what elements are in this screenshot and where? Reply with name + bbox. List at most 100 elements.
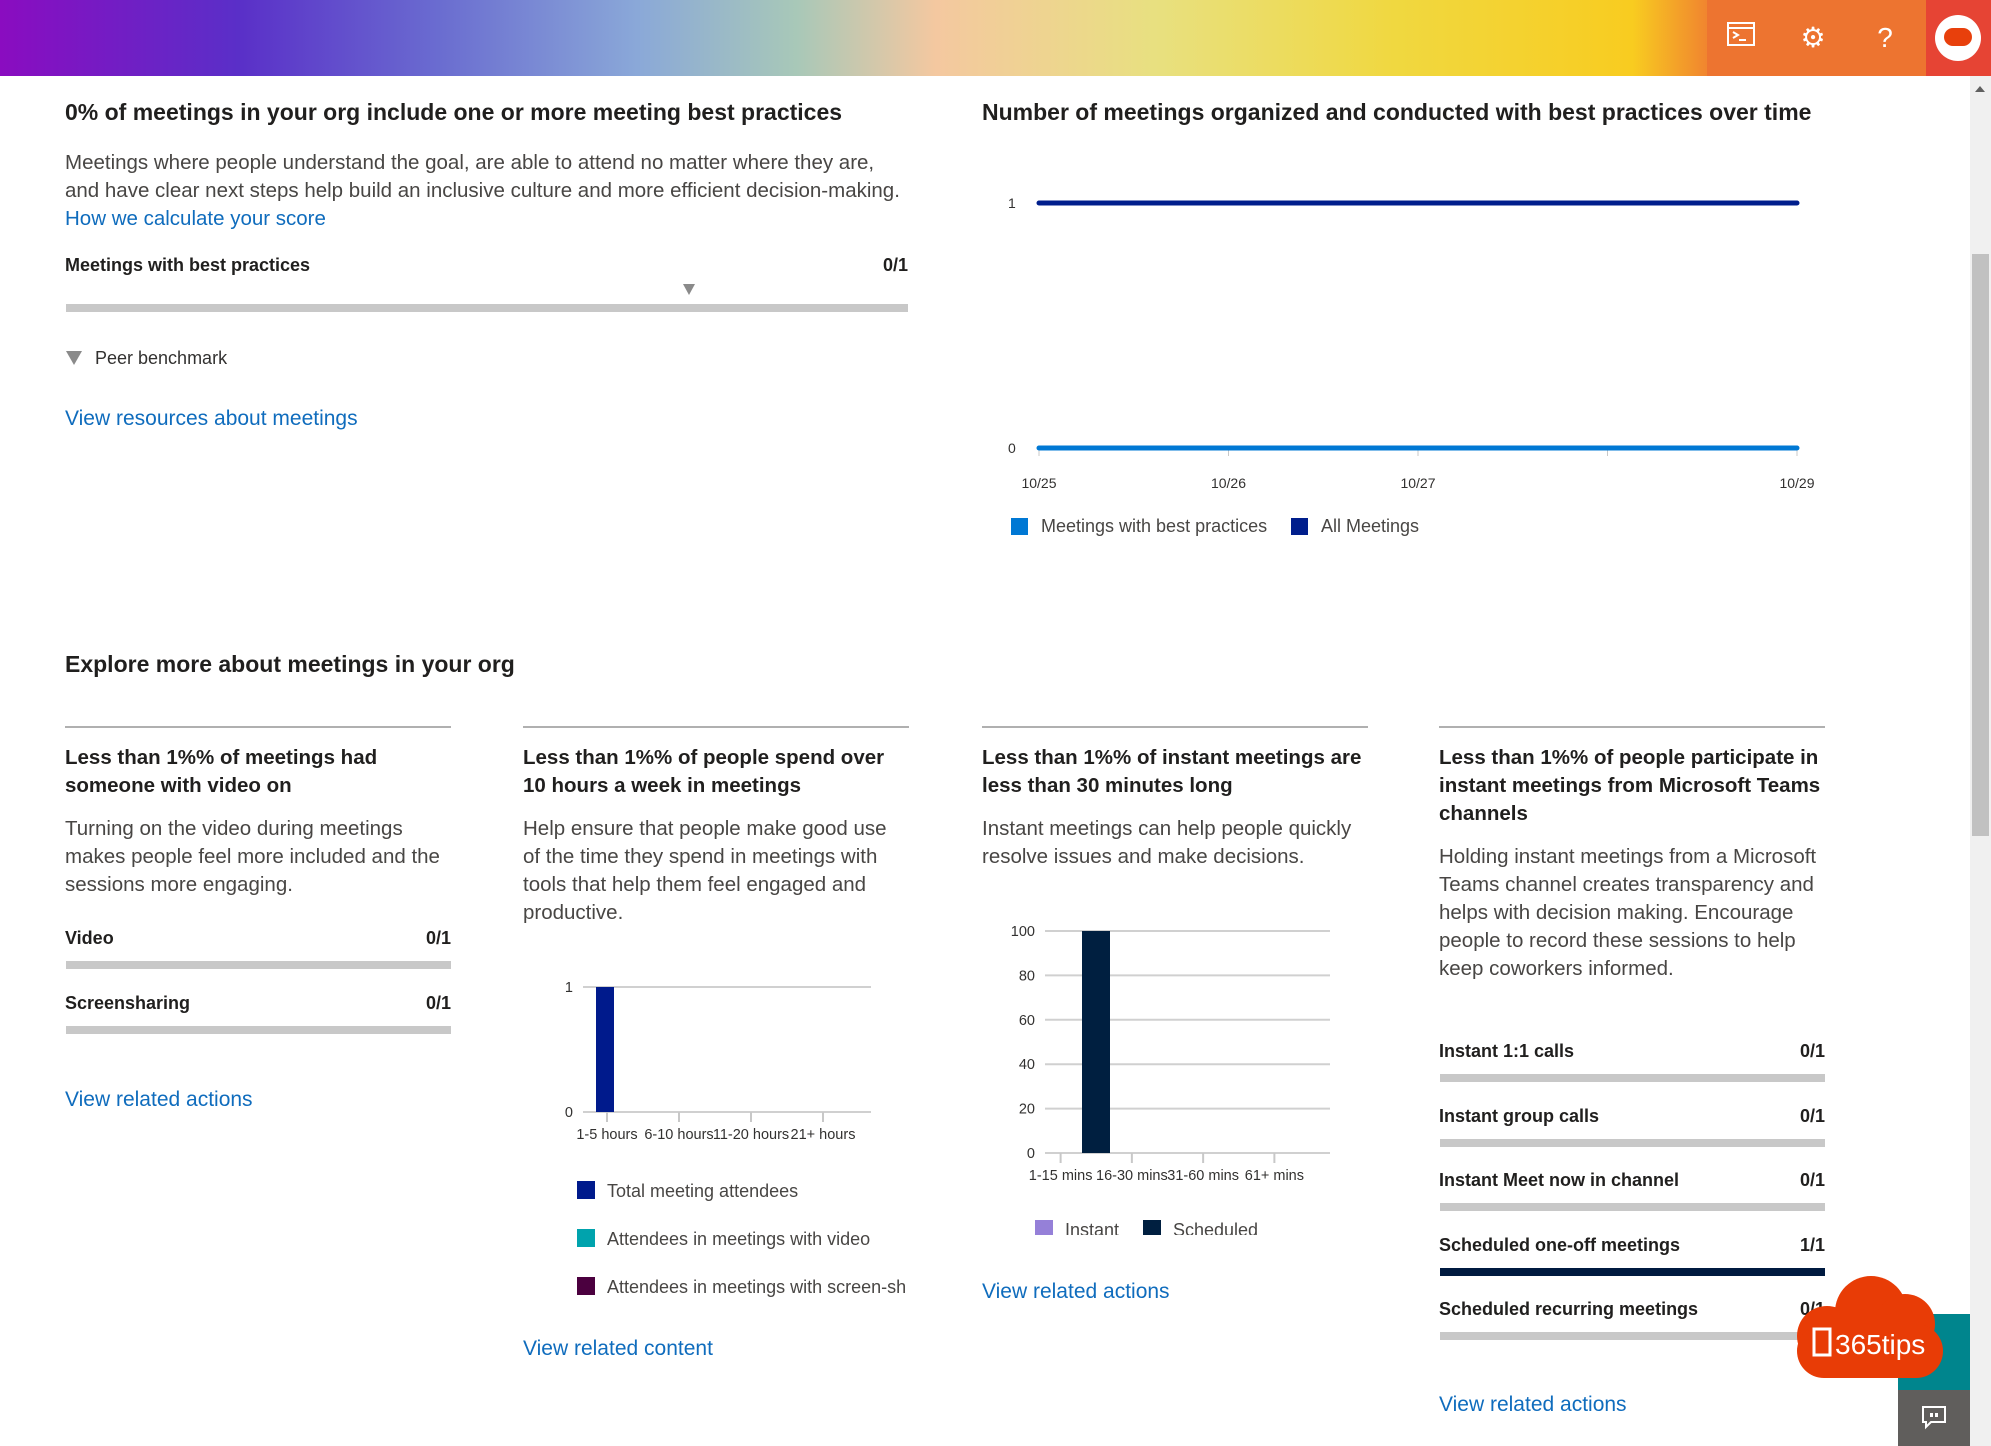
feedback-button[interactable] (1898, 1390, 1970, 1446)
y-tick-label: 0 (1027, 1146, 1035, 1162)
related-link[interactable]: View related actions (1439, 1393, 1627, 1416)
bar (1082, 931, 1110, 1153)
description-text: Meetings where people understand the goa… (65, 151, 900, 202)
x-tick-label: 10/25 (1021, 475, 1056, 491)
metric-value: 1/1 (1799, 1234, 1825, 1255)
legend-swatch (1143, 1220, 1161, 1235)
metric-label: Screensharing (65, 993, 191, 1013)
metric-progress-bar (1440, 1267, 1825, 1276)
svg-text:365tips: 365tips (1835, 1329, 1925, 1360)
metric-label: Scheduled recurring meetings (1439, 1299, 1699, 1319)
metric-progress-bar (1440, 1203, 1825, 1211)
metric-value: 0/1 (425, 993, 451, 1013)
legend-label: All Meetings (1321, 516, 1419, 536)
card-title: Less than 1%% of people participate in i… (1439, 746, 1821, 825)
metric-label: Video (65, 928, 114, 948)
peer-benchmark-icon (66, 351, 82, 365)
y-tick-label: 0 (1008, 440, 1016, 456)
y-tick-label: 1 (1008, 195, 1016, 211)
terminal-icon[interactable] (1723, 20, 1759, 56)
legend-swatch (1035, 1220, 1053, 1235)
y-tick-label: 0 (565, 1105, 573, 1121)
metric-value: 0/1 (1799, 1041, 1825, 1061)
x-tick-label: 61+ mins (1245, 1168, 1304, 1184)
metric-label: Instant 1:1 calls (1439, 1041, 1575, 1061)
y-tick-label: 80 (1019, 968, 1035, 984)
x-tick-label: 10/29 (1779, 475, 1814, 491)
feedback-icon (1922, 1406, 1946, 1430)
card-divider (523, 726, 909, 728)
metric-label: Instant group calls (1439, 1105, 1600, 1126)
top-banner: ⚙ ? (0, 0, 1991, 76)
view-resources-link[interactable]: View resources about meetings (65, 407, 358, 430)
legend-swatch (577, 1181, 595, 1199)
duration-bar-chart: 0 20 40 60 80 100 1-15 mins 16-30 mins 31-60 min… (1011, 924, 1330, 1235)
metric-value: 0/1 (1799, 1170, 1825, 1190)
legend-swatch (577, 1229, 595, 1247)
x-tick-label: 1-15 mins (1029, 1168, 1093, 1184)
metric-progress-bar (1440, 1332, 1825, 1340)
card-title: Less than 1%% of people spend over 10 ho… (523, 746, 885, 797)
hours-bar-chart: 0 1 1-5 hours 6-10 hours 11-20 hours 21+ hour… (565, 980, 906, 1297)
related-link[interactable]: View related actions (65, 1088, 253, 1111)
metric-progress-bar (66, 1026, 451, 1034)
benchmark-marker-icon (683, 284, 695, 295)
bar (596, 987, 614, 1112)
x-tick-label: 10/27 (1400, 475, 1435, 491)
card-title: Less than 1%% of meetings had someone wi… (65, 746, 378, 797)
scroll-up-icon[interactable] (1975, 86, 1985, 92)
peer-benchmark-label: Peer benchmark (95, 348, 228, 368)
score-description: Meetings where people understand the goa… (65, 149, 910, 233)
365tips-watermark-logo: 365tips (1787, 1274, 1947, 1378)
y-tick-label: 100 (1011, 924, 1035, 940)
help-icon[interactable]: ? (1877, 22, 1893, 53)
card-divider (1439, 726, 1825, 728)
x-tick-label: 21+ hours (791, 1127, 856, 1143)
metric-label: Meetings with best practices (65, 255, 311, 275)
x-tick-label: 16-30 mins (1096, 1168, 1168, 1184)
trend-line-chart: 0 1 10/25 10/26 10/27 10/29 Meetings with best… (1008, 195, 1815, 536)
gear-icon[interactable]: ⚙ (1800, 22, 1826, 53)
x-tick-label: 10/26 (1211, 475, 1246, 491)
legend-label: Instant (1065, 1220, 1119, 1235)
x-tick-label: 11-20 hours (713, 1127, 789, 1143)
scrollbar[interactable] (1970, 76, 1991, 1446)
card-divider (982, 726, 1368, 728)
y-tick-label: 40 (1019, 1057, 1035, 1073)
x-tick-label: 1-5 hours (576, 1127, 637, 1143)
header-toolbar (1707, 0, 1930, 76)
legend-swatch (1011, 518, 1028, 535)
legend-label: Attendees in meetings with screen-sh (607, 1277, 906, 1297)
legend-label: Attendees in meetings with video (607, 1229, 870, 1249)
trend-title: Number of meetings organized and conduct… (982, 99, 1812, 125)
calc-score-link[interactable]: How we calculate your score (65, 207, 326, 230)
x-tick-label: 6-10 hours (644, 1127, 713, 1143)
metric-progress-bar (1440, 1074, 1825, 1082)
avatar[interactable] (1935, 15, 1981, 61)
score-title: 0% of meetings in your org include one o… (65, 99, 843, 125)
metric-label: Scheduled one-off meetings (1439, 1234, 1681, 1255)
related-link[interactable]: View related actions (982, 1280, 1170, 1303)
scrollbar-thumb[interactable] (1972, 254, 1989, 836)
legend-swatch (1291, 518, 1308, 535)
progress-fill (1440, 1267, 1825, 1276)
legend-swatch (577, 1277, 595, 1295)
metric-progress-bar (1440, 1138, 1825, 1147)
y-tick-label: 20 (1019, 1102, 1035, 1118)
related-link[interactable]: View related content (523, 1337, 713, 1360)
legend-label: Total meeting attendees (607, 1181, 798, 1201)
metric-progress-bar (66, 304, 908, 312)
cloud-logo-icon (1944, 28, 1972, 46)
metric-value: 0/1 (425, 928, 451, 948)
y-tick-label: 60 (1019, 1013, 1035, 1029)
legend-label: Scheduled (1173, 1220, 1258, 1235)
metric-label: Instant Meet now in channel (1439, 1170, 1680, 1190)
x-tick-label: 31-60 mins (1167, 1168, 1239, 1184)
card-body: Holding instant meetings from a Microsof… (1439, 845, 1817, 980)
card-divider (65, 726, 451, 728)
y-tick-label: 1 (565, 980, 573, 996)
legend-label: Meetings with best practices (1041, 516, 1267, 536)
metric-value: 0/1 (1799, 1105, 1825, 1126)
metric-value: 0/1 (882, 255, 908, 275)
card-body: Turning on the video during meetings mak… (65, 817, 440, 896)
